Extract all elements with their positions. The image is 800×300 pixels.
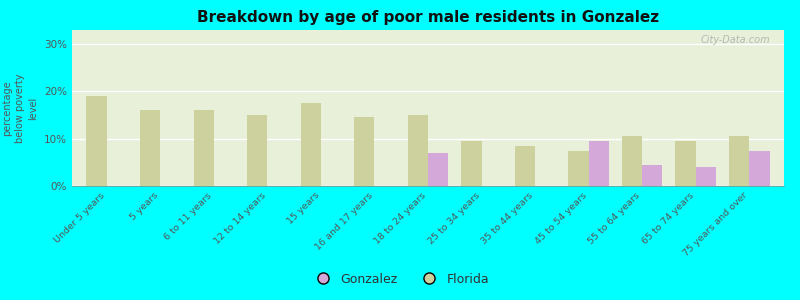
Bar [86,96,106,186]
Bar [642,165,662,186]
Bar [750,151,770,186]
Bar [354,118,374,186]
Bar [729,136,750,186]
Bar [301,103,321,186]
Text: City-Data.com: City-Data.com [700,35,770,45]
Bar [696,167,716,186]
Bar [461,141,482,186]
Bar [194,110,214,186]
Bar [247,115,267,186]
Y-axis label: percentage
below poverty
level: percentage below poverty level [2,73,38,143]
Bar [514,146,535,186]
Bar [568,151,589,186]
Bar [408,115,428,186]
Bar [589,141,609,186]
Title: Breakdown by age of poor male residents in Gonzalez: Breakdown by age of poor male residents … [197,10,659,25]
Bar [428,153,448,186]
Bar [140,110,160,186]
Legend: Gonzalez, Florida: Gonzalez, Florida [306,268,494,291]
Bar [622,136,642,186]
Bar [675,141,696,186]
